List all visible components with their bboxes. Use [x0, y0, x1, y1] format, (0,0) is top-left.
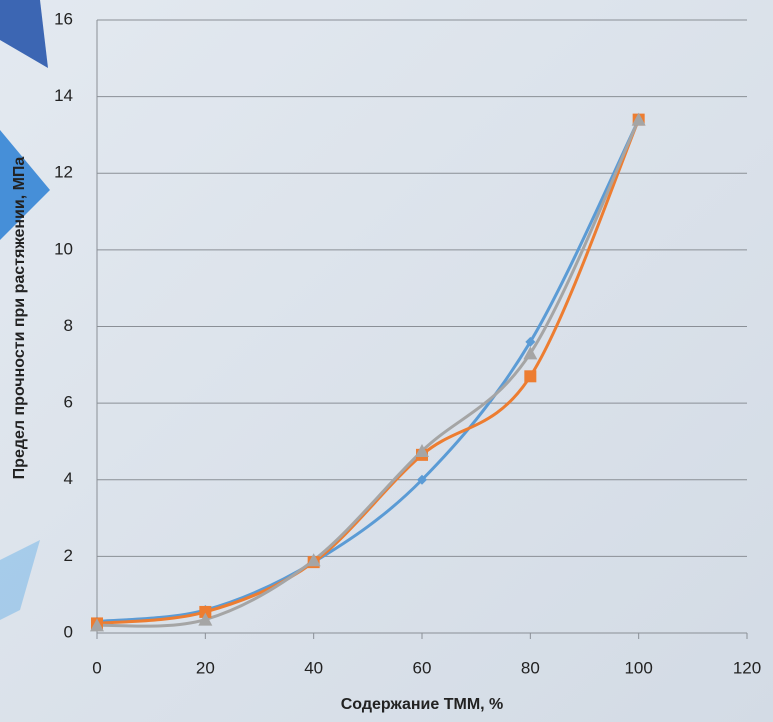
x-tick-label: 80 [521, 658, 540, 677]
y-tick-label: 6 [64, 393, 73, 412]
y-tick-label: 8 [64, 316, 73, 335]
x-tick-label: 40 [304, 658, 323, 677]
x-tick-label: 100 [624, 658, 652, 677]
y-tick-label: 16 [54, 9, 73, 28]
y-axis-title: Предел прочности при растяжении, МПа [11, 157, 28, 480]
y-tick-label: 4 [64, 469, 73, 488]
background [0, 0, 773, 722]
y-tick-label: 0 [64, 622, 73, 641]
x-tick-label: 0 [92, 658, 101, 677]
x-tick-label: 60 [413, 658, 432, 677]
chart: Содержание ТММ, % Предел прочности при р… [0, 0, 773, 722]
marker [524, 370, 536, 382]
y-tick-label: 12 [54, 163, 73, 182]
x-tick-label: 20 [196, 658, 215, 677]
y-tick-label: 10 [54, 239, 73, 258]
y-tick-label: 2 [64, 546, 73, 565]
x-axis-title: Содержание ТММ, % [341, 696, 504, 713]
x-tick-label: 120 [733, 658, 761, 677]
y-tick-label: 14 [54, 86, 73, 105]
